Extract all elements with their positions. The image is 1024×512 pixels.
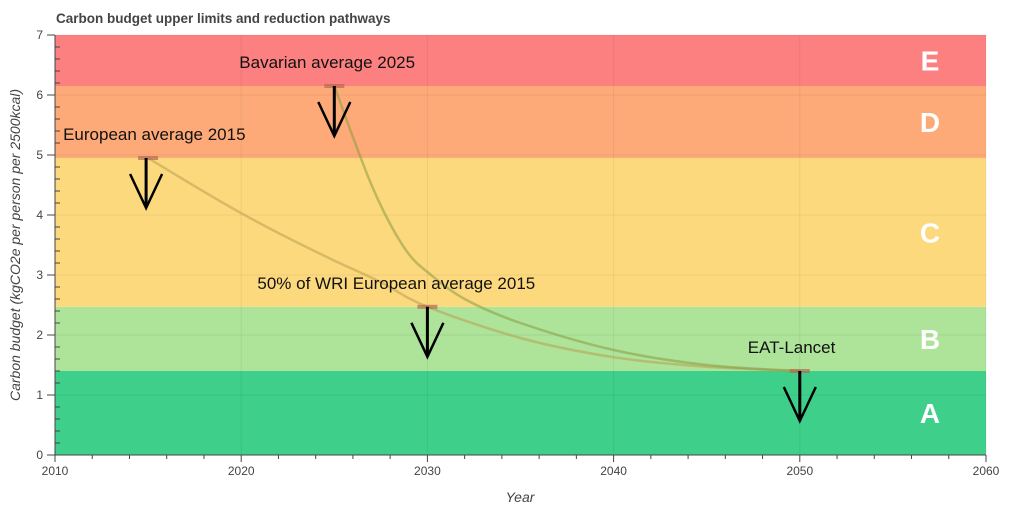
band-label-b: B xyxy=(920,324,940,355)
marker-label: European average 2015 xyxy=(63,125,245,144)
chart-title: Carbon budget upper limits and reduction… xyxy=(56,11,391,26)
x-tick-label: 2030 xyxy=(414,464,441,478)
arrow-head-icon xyxy=(128,173,164,211)
marker-cap xyxy=(138,156,159,160)
bands-layer: A B C DE xyxy=(55,35,986,455)
pathway-line-1 xyxy=(333,85,800,373)
x-tick-label: 2020 xyxy=(228,464,255,478)
markers-layer: European average 2015 Bavarian average 20… xyxy=(63,53,836,424)
y-axis-label: Carbon budget (kgCO2e per person per 250… xyxy=(7,89,23,401)
band-e xyxy=(55,35,986,86)
y-tick-label: 3 xyxy=(36,268,43,282)
y-tick-label: 4 xyxy=(36,208,43,222)
y-tick-label: 0 xyxy=(36,448,43,462)
pathway-line-0 xyxy=(147,156,800,373)
y-tick-label: 1 xyxy=(36,388,43,402)
band-d xyxy=(55,86,986,158)
axes-layer: 0 1 2 3 4 5 6 7 2010 2020 2030 2040 2050 2060 xyxy=(36,28,999,478)
x-tick-label: 2050 xyxy=(786,464,813,478)
x-tick-label: 2060 xyxy=(973,464,1000,478)
arrow-head-icon xyxy=(782,386,817,424)
x-axis-label: Year xyxy=(506,489,536,505)
marker-label: 50% of WRI European average 2015 xyxy=(257,274,535,293)
x-tick-label: 2010 xyxy=(42,464,69,478)
band-label-e: E xyxy=(921,46,940,77)
y-tick-label: 2 xyxy=(36,328,43,342)
band-c xyxy=(55,158,986,307)
y-tick-label: 6 xyxy=(36,88,43,102)
x-tick-label: 2040 xyxy=(600,464,627,478)
series-layer xyxy=(147,85,800,373)
band-label-d: D xyxy=(920,107,940,138)
band-a xyxy=(55,371,986,455)
marker-label: EAT-Lancet xyxy=(748,338,836,357)
band-label-c: C xyxy=(920,217,940,248)
y-tick-label: 5 xyxy=(36,148,43,162)
arrow-head-icon xyxy=(410,322,445,360)
y-tick-label: 7 xyxy=(36,28,43,42)
arrow-head-icon xyxy=(317,101,352,139)
band-label-a: A xyxy=(920,398,940,429)
marker-label: Bavarian average 2025 xyxy=(239,53,415,72)
